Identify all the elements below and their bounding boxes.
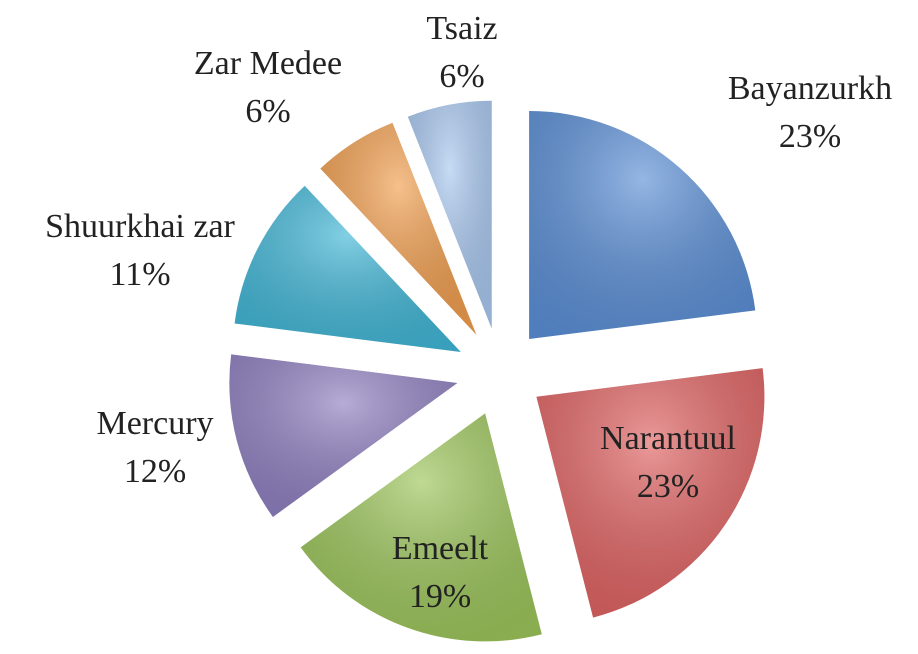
slice-label: Narantuul (600, 420, 736, 457)
slice-label: Shuurkhai zar (45, 208, 235, 245)
slice-label: Tsaiz (426, 10, 497, 47)
slice-shade (229, 354, 458, 517)
slice-shade (300, 413, 542, 642)
pie (229, 100, 765, 642)
slice-label: Mercury (96, 405, 213, 442)
slice-value-label: 6% (245, 93, 290, 130)
slice-label: Zar Medee (194, 45, 342, 82)
slice-value-label: 6% (439, 58, 484, 95)
slice-shade (320, 122, 477, 335)
slice-label: Bayanzurkh (728, 70, 892, 107)
slice-label: Emeelt (392, 530, 489, 567)
slice-value-label: 23% (779, 118, 841, 155)
slice-value-label: 23% (637, 468, 699, 505)
slice-shade (407, 100, 492, 329)
slice-shade (234, 185, 461, 353)
slice-value-label: 12% (124, 453, 186, 490)
slice-value-label: 11% (109, 256, 170, 293)
slice-shade (536, 368, 765, 618)
slice-shade (529, 110, 756, 339)
slice-value-label: 19% (409, 578, 471, 615)
